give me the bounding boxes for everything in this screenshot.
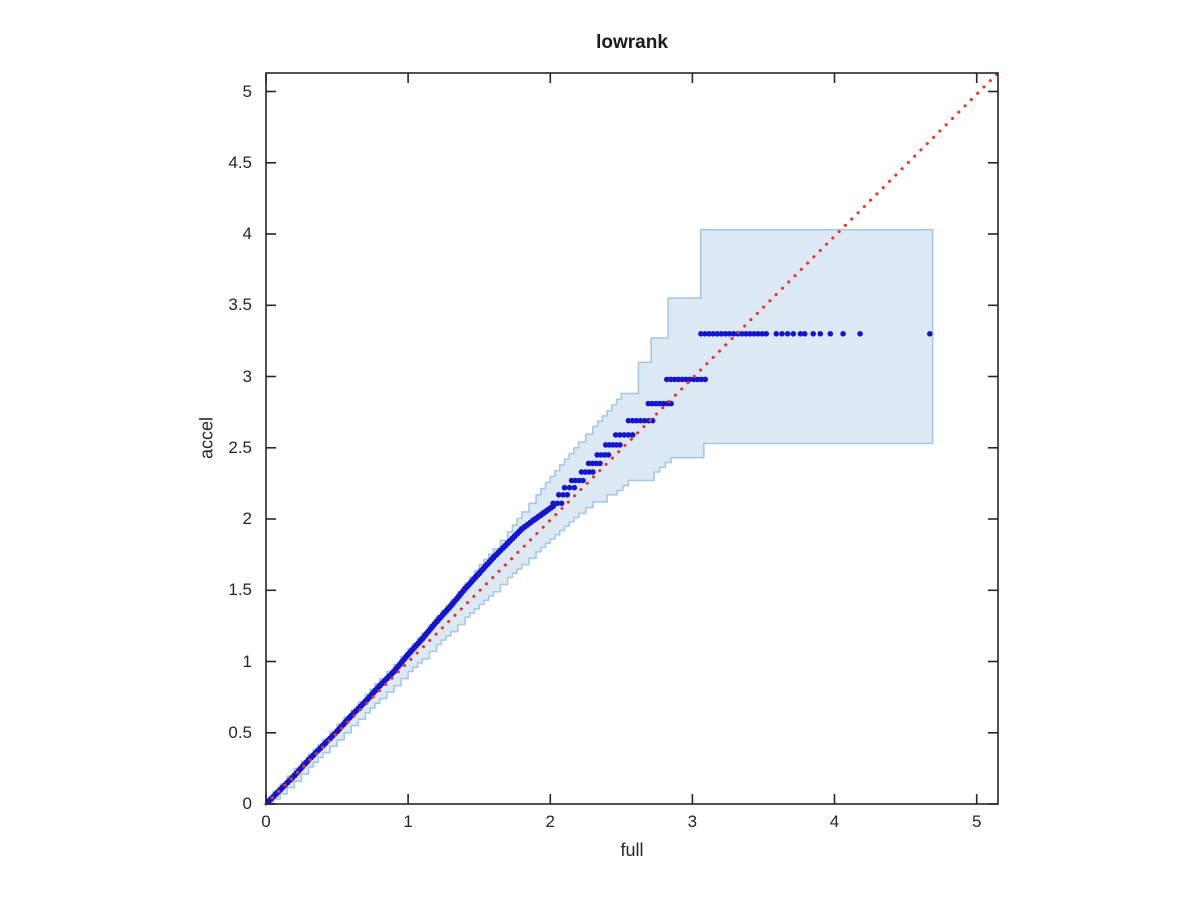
y-tick-label: 1 xyxy=(242,651,252,671)
identity-line xyxy=(264,71,1000,806)
x-tick-label: 1 xyxy=(403,812,413,831)
chart-title: lowrank xyxy=(596,32,668,53)
x-tick-label: 3 xyxy=(687,812,698,831)
y-tick-label: 4.5 xyxy=(228,152,252,172)
y-tick-label: 4 xyxy=(242,224,252,244)
y-tick-label: 3 xyxy=(242,366,252,386)
x-tick-label: 0 xyxy=(261,812,271,831)
x-tick-label: 5 xyxy=(971,812,982,831)
y-tick-label: 5 xyxy=(242,81,252,101)
y-tick-label: 2 xyxy=(242,509,252,528)
y-tick-label: 0.5 xyxy=(228,722,252,742)
y-tick-label: 3.5 xyxy=(228,295,252,315)
confidence-band xyxy=(265,228,934,805)
y-tick-label: 2.5 xyxy=(228,437,252,457)
x-axis-label: full xyxy=(620,840,644,860)
y-tick-label: 0 xyxy=(242,794,252,813)
axes xyxy=(265,72,999,805)
x-tick-label: 2 xyxy=(545,812,555,831)
x-tick-label: 4 xyxy=(829,812,840,831)
y-tick-label: 1.5 xyxy=(228,580,252,600)
